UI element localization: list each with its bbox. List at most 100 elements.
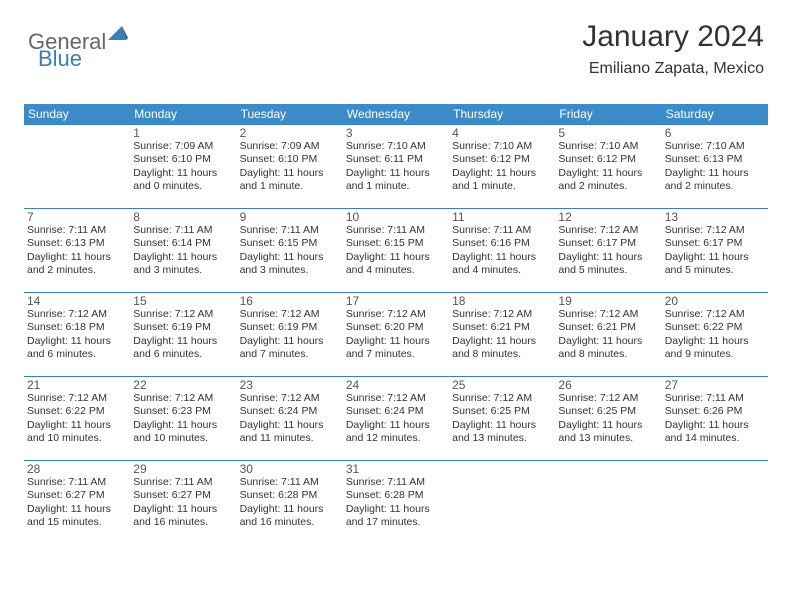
day-number: 31	[346, 462, 446, 476]
day-info: Sunrise: 7:11 AMSunset: 6:16 PMDaylight:…	[452, 224, 552, 278]
calendar-day-cell: 11Sunrise: 7:11 AMSunset: 6:16 PMDayligh…	[449, 209, 555, 293]
day-info: Sunrise: 7:12 AMSunset: 6:17 PMDaylight:…	[558, 224, 658, 278]
calendar-day-cell: 17Sunrise: 7:12 AMSunset: 6:20 PMDayligh…	[343, 293, 449, 377]
day-number: 18	[452, 294, 552, 308]
calendar-day-cell: 18Sunrise: 7:12 AMSunset: 6:21 PMDayligh…	[449, 293, 555, 377]
day-info: Sunrise: 7:12 AMSunset: 6:25 PMDaylight:…	[558, 392, 658, 446]
calendar-week-row: 28Sunrise: 7:11 AMSunset: 6:27 PMDayligh…	[24, 461, 768, 551]
day-info: Sunrise: 7:11 AMSunset: 6:27 PMDaylight:…	[133, 476, 233, 530]
calendar-day-cell: 27Sunrise: 7:11 AMSunset: 6:26 PMDayligh…	[662, 377, 768, 461]
day-info: Sunrise: 7:12 AMSunset: 6:22 PMDaylight:…	[27, 392, 127, 446]
day-number: 1	[133, 126, 233, 140]
calendar-day-cell: 22Sunrise: 7:12 AMSunset: 6:23 PMDayligh…	[130, 377, 236, 461]
day-number: 29	[133, 462, 233, 476]
weekday-header: Friday	[555, 104, 661, 125]
day-number: 13	[665, 210, 765, 224]
day-number: 4	[452, 126, 552, 140]
location-text: Emiliano Zapata, Mexico	[582, 60, 764, 78]
calendar-day-cell: 6Sunrise: 7:10 AMSunset: 6:13 PMDaylight…	[662, 125, 768, 209]
calendar-day-cell: 4Sunrise: 7:10 AMSunset: 6:12 PMDaylight…	[449, 125, 555, 209]
page-header: January 2024 Emiliano Zapata, Mexico	[582, 20, 764, 78]
calendar-day-cell: 29Sunrise: 7:11 AMSunset: 6:27 PMDayligh…	[130, 461, 236, 551]
logo-text-blue: Blue	[38, 46, 82, 71]
month-title: January 2024	[582, 20, 764, 54]
calendar-empty-cell	[24, 125, 130, 209]
weekday-header: Sunday	[24, 104, 130, 125]
calendar-day-cell: 10Sunrise: 7:11 AMSunset: 6:15 PMDayligh…	[343, 209, 449, 293]
day-number: 10	[346, 210, 446, 224]
calendar-day-cell: 24Sunrise: 7:12 AMSunset: 6:24 PMDayligh…	[343, 377, 449, 461]
day-info: Sunrise: 7:10 AMSunset: 6:12 PMDaylight:…	[452, 140, 552, 194]
day-info: Sunrise: 7:10 AMSunset: 6:12 PMDaylight:…	[558, 140, 658, 194]
day-info: Sunrise: 7:12 AMSunset: 6:23 PMDaylight:…	[133, 392, 233, 446]
day-number: 6	[665, 126, 765, 140]
calendar-table: SundayMondayTuesdayWednesdayThursdayFrid…	[24, 104, 768, 551]
day-number: 8	[133, 210, 233, 224]
calendar-day-cell: 30Sunrise: 7:11 AMSunset: 6:28 PMDayligh…	[237, 461, 343, 551]
calendar-body: 1 Sunrise: 7:09 AMSunset: 6:10 PMDaylight…	[24, 125, 768, 551]
calendar-day-cell: 31Sunrise: 7:11 AMSunset: 6:28 PMDayligh…	[343, 461, 449, 551]
calendar-day-cell: 3Sunrise: 7:10 AMSunset: 6:11 PMDaylight…	[343, 125, 449, 209]
day-number: 11	[452, 210, 552, 224]
day-info: Sunrise: 7:11 AMSunset: 6:28 PMDaylight:…	[240, 476, 340, 530]
day-info: Sunrise: 7:11 AMSunset: 6:15 PMDaylight:…	[240, 224, 340, 278]
weekday-header: Wednesday	[343, 104, 449, 125]
calendar-week-row: 1 Sunrise: 7:09 AMSunset: 6:10 PMDaylight…	[24, 125, 768, 209]
calendar-day-cell: 16Sunrise: 7:12 AMSunset: 6:19 PMDayligh…	[237, 293, 343, 377]
calendar-week-row: 7Sunrise: 7:11 AMSunset: 6:13 PMDaylight…	[24, 209, 768, 293]
calendar-day-cell: 28Sunrise: 7:11 AMSunset: 6:27 PMDayligh…	[24, 461, 130, 551]
day-number: 16	[240, 294, 340, 308]
day-number: 20	[665, 294, 765, 308]
weekday-header-row: SundayMondayTuesdayWednesdayThursdayFrid…	[24, 104, 768, 125]
day-info: Sunrise: 7:12 AMSunset: 6:17 PMDaylight:…	[665, 224, 765, 278]
calendar-day-cell: 21Sunrise: 7:12 AMSunset: 6:22 PMDayligh…	[24, 377, 130, 461]
day-number: 19	[558, 294, 658, 308]
day-number: 28	[27, 462, 127, 476]
day-info: Sunrise: 7:11 AMSunset: 6:13 PMDaylight:…	[27, 224, 127, 278]
day-info: Sunrise: 7:12 AMSunset: 6:25 PMDaylight:…	[452, 392, 552, 446]
day-info: Sunrise: 7:09 AMSunset: 6:10 PMDaylight:…	[240, 140, 340, 194]
day-info: Sunrise: 7:12 AMSunset: 6:21 PMDaylight:…	[452, 308, 552, 362]
day-number: 2	[240, 126, 340, 140]
day-info: Sunrise: 7:11 AMSunset: 6:14 PMDaylight:…	[133, 224, 233, 278]
calendar-day-cell: 25Sunrise: 7:12 AMSunset: 6:25 PMDayligh…	[449, 377, 555, 461]
day-info: Sunrise: 7:12 AMSunset: 6:21 PMDaylight:…	[558, 308, 658, 362]
weekday-header: Thursday	[449, 104, 555, 125]
day-number: 15	[133, 294, 233, 308]
calendar-week-row: 14Sunrise: 7:12 AMSunset: 6:18 PMDayligh…	[24, 293, 768, 377]
day-number: 17	[346, 294, 446, 308]
calendar-week-row: 21Sunrise: 7:12 AMSunset: 6:22 PMDayligh…	[24, 377, 768, 461]
day-info: Sunrise: 7:11 AMSunset: 6:27 PMDaylight:…	[27, 476, 127, 530]
day-number: 12	[558, 210, 658, 224]
day-number: 24	[346, 378, 446, 392]
day-number: 9	[240, 210, 340, 224]
day-number: 23	[240, 378, 340, 392]
calendar-empty-cell	[555, 461, 661, 551]
calendar-day-cell: 5Sunrise: 7:10 AMSunset: 6:12 PMDaylight…	[555, 125, 661, 209]
day-info: Sunrise: 7:12 AMSunset: 6:19 PMDaylight:…	[133, 308, 233, 362]
logo-text-blue-wrap: Blue	[38, 46, 82, 72]
day-info: Sunrise: 7:10 AMSunset: 6:11 PMDaylight:…	[346, 140, 446, 194]
weekday-header: Saturday	[662, 104, 768, 125]
calendar-day-cell: 19Sunrise: 7:12 AMSunset: 6:21 PMDayligh…	[555, 293, 661, 377]
calendar-day-cell: 23Sunrise: 7:12 AMSunset: 6:24 PMDayligh…	[237, 377, 343, 461]
day-number: 21	[27, 378, 127, 392]
calendar-empty-cell	[449, 461, 555, 551]
day-number: 30	[240, 462, 340, 476]
day-number: 5	[558, 126, 658, 140]
day-number: 27	[665, 378, 765, 392]
day-number: 14	[27, 294, 127, 308]
calendar-day-cell: 20Sunrise: 7:12 AMSunset: 6:22 PMDayligh…	[662, 293, 768, 377]
calendar-day-cell: 13Sunrise: 7:12 AMSunset: 6:17 PMDayligh…	[662, 209, 768, 293]
weekday-header: Monday	[130, 104, 236, 125]
day-info: Sunrise: 7:11 AMSunset: 6:28 PMDaylight:…	[346, 476, 446, 530]
logo-sail-icon	[108, 24, 128, 45]
day-info: Sunrise: 7:12 AMSunset: 6:22 PMDaylight:…	[665, 308, 765, 362]
day-number: 25	[452, 378, 552, 392]
day-info: Sunrise: 7:12 AMSunset: 6:19 PMDaylight:…	[240, 308, 340, 362]
day-info: Sunrise: 7:10 AMSunset: 6:13 PMDaylight:…	[665, 140, 765, 194]
day-info: Sunrise: 7:12 AMSunset: 6:24 PMDaylight:…	[240, 392, 340, 446]
calendar-day-cell: 14Sunrise: 7:12 AMSunset: 6:18 PMDayligh…	[24, 293, 130, 377]
day-info: Sunrise: 7:12 AMSunset: 6:20 PMDaylight:…	[346, 308, 446, 362]
calendar-day-cell: 26Sunrise: 7:12 AMSunset: 6:25 PMDayligh…	[555, 377, 661, 461]
